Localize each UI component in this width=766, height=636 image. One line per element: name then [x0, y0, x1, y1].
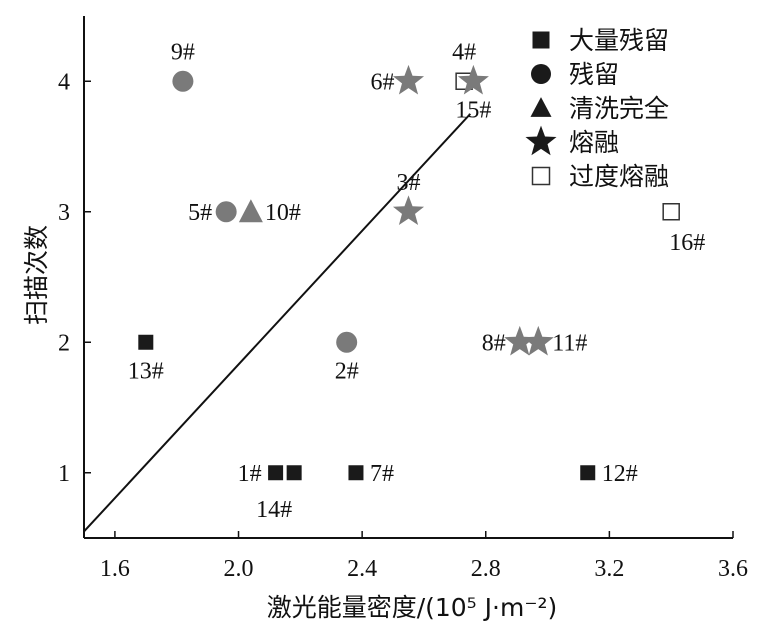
data-point-label: 14# [256, 497, 292, 523]
data-point-label: 13# [128, 358, 164, 384]
x-tick-label: 3.6 [718, 556, 748, 582]
data-point-label: 4# [452, 39, 476, 65]
legend-marker [531, 166, 551, 186]
y-axis-label: 扫描次数 [22, 225, 51, 325]
legend-marker [525, 125, 557, 156]
data-point [268, 465, 284, 481]
y-tick-label: 4 [58, 69, 70, 95]
data-point [457, 64, 489, 95]
y-tick-label: 1 [58, 461, 70, 487]
data-point-label: 7# [370, 461, 394, 487]
data-point-label: 9# [171, 39, 195, 65]
x-tick-label: 2.4 [347, 556, 377, 582]
data-point-label: 3# [397, 170, 421, 196]
data-point [138, 334, 154, 350]
data-point-label: 1# [238, 461, 262, 487]
legend-marker [531, 64, 551, 84]
y-tick-label: 2 [58, 330, 70, 356]
data-point [215, 201, 237, 223]
point-labels: 1# 14# 7# 12# 13# 2# 8# 11# 5# 10# 3# 16# 9# 6# 4# 15# [128, 39, 705, 523]
data-point [348, 465, 364, 481]
boundary-line [83, 113, 472, 533]
legend-marker [530, 97, 552, 117]
data-point-label: 12# [602, 461, 638, 487]
data-point-label: 10# [265, 200, 301, 226]
data-point [172, 70, 194, 92]
legend-label: 大量残留 [569, 26, 669, 55]
legend-label: 过度熔融 [569, 162, 669, 191]
data-point [392, 64, 425, 95]
x-axis-label: 激光能量密度/(10⁵ J·m⁻²) [267, 593, 558, 622]
data-point [580, 465, 596, 481]
data-point-label: 2# [335, 358, 359, 384]
data-point-label: 15# [455, 97, 491, 123]
data-point [522, 325, 554, 356]
legend-label: 清洗完全 [569, 94, 669, 123]
data-point [286, 465, 302, 481]
data-point-label: 11# [552, 330, 587, 356]
data-point [504, 325, 536, 356]
y-tick-label: 3 [58, 200, 70, 226]
legend-label: 残留 [569, 60, 619, 89]
axes: 1.6 2.0 2.4 2.8 3.2 3.6 1 2 3 4 [58, 16, 748, 582]
x-tick-label: 1.6 [100, 556, 130, 582]
legend-label: 熔融 [569, 128, 619, 157]
data-point-label: 6# [371, 69, 395, 95]
data-point-label: 16# [669, 230, 705, 256]
x-tick-label: 2.0 [224, 556, 254, 582]
x-tick-label: 2.8 [471, 556, 501, 582]
x-tick-label: 3.2 [594, 556, 624, 582]
data-point [238, 199, 263, 223]
data-point [662, 203, 680, 221]
legend-marker [532, 31, 550, 49]
data-point [336, 331, 358, 353]
data-point-label: 5# [188, 200, 212, 226]
boundary-line-group [83, 113, 472, 533]
data-point-label: 8# [482, 330, 506, 356]
data-points [138, 64, 680, 481]
data-point [392, 195, 425, 225]
